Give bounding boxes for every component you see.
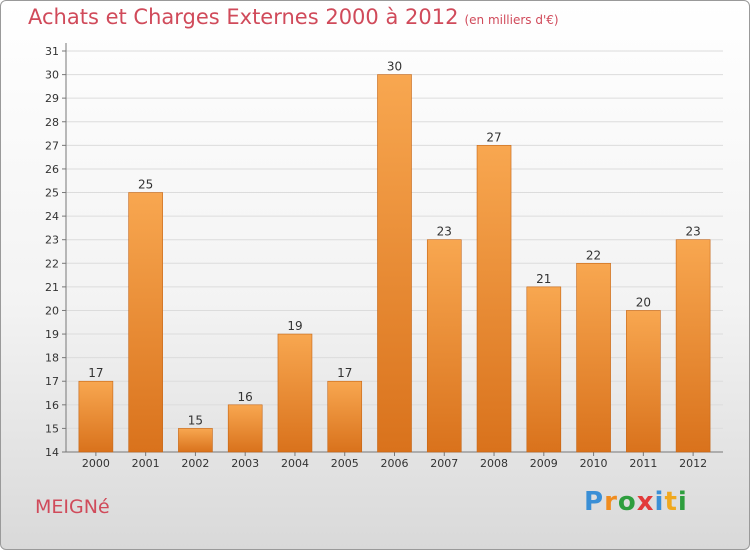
y-tick-label: 22 bbox=[45, 257, 59, 270]
bar-2006 bbox=[377, 74, 412, 453]
data-labels: 17 25 15 16 19 17 30 23 27 21 22 20 23 bbox=[88, 60, 701, 428]
bar-2008 bbox=[476, 145, 512, 453]
bar-2007 bbox=[426, 239, 462, 453]
bar-2012 bbox=[675, 239, 711, 453]
logo-letter: t bbox=[664, 487, 678, 517]
bar-2009 bbox=[526, 286, 562, 453]
logo-letter: i bbox=[654, 487, 665, 517]
y-tick-label: 30 bbox=[45, 69, 59, 82]
logo-letter: r bbox=[604, 487, 618, 517]
data-label-2004: 19 bbox=[287, 319, 302, 333]
x-tick-label-2005: 2005 bbox=[331, 457, 359, 470]
data-label-2001: 25 bbox=[138, 178, 153, 192]
x-tick-labels: 2000 2001 2002 2003 2004 2005 2006 2007 2008 2009… bbox=[82, 457, 707, 470]
data-label-2009: 21 bbox=[536, 272, 551, 286]
unit-label: (en milliers d'€) bbox=[464, 13, 559, 27]
y-tick-label: 25 bbox=[45, 187, 59, 200]
y-tick-label: 18 bbox=[45, 352, 59, 365]
bar-2005 bbox=[327, 380, 363, 453]
y-tick-label: 17 bbox=[45, 375, 59, 388]
bar-2000 bbox=[78, 380, 114, 453]
data-label-2007: 23 bbox=[437, 225, 452, 239]
x-tick-label-2012: 2012 bbox=[679, 457, 707, 470]
x-tick-label-2006: 2006 bbox=[381, 457, 409, 470]
bars bbox=[78, 74, 711, 453]
data-label-2005: 17 bbox=[337, 366, 352, 380]
x-tick-label-2008: 2008 bbox=[480, 457, 508, 470]
y-tick-label: 24 bbox=[45, 210, 59, 223]
logo-letter: x bbox=[636, 487, 655, 517]
bar-2011 bbox=[626, 310, 661, 453]
y-tick-label: 16 bbox=[45, 399, 59, 412]
bar-2002 bbox=[178, 428, 213, 453]
data-label-2000: 17 bbox=[88, 366, 103, 380]
city-name: MEIGNé bbox=[35, 496, 110, 518]
bar-2004 bbox=[277, 333, 313, 453]
y-tick-label: 29 bbox=[45, 92, 59, 105]
y-tick-label: 21 bbox=[45, 281, 59, 294]
bar-chart: 14 15 16 17 18 19 20 21 22 23 24 25 26 27 28 29 30 31 17 2… bbox=[45, 43, 723, 470]
x-tick-label-2004: 2004 bbox=[281, 457, 309, 470]
y-tick-label: 20 bbox=[45, 304, 59, 317]
x-tick-label-2007: 2007 bbox=[430, 457, 458, 470]
chart-title: Achats et Charges Externes 2000 à 2012 (e… bbox=[28, 5, 559, 29]
x-tick-label-2002: 2002 bbox=[181, 457, 209, 470]
bar-2003 bbox=[227, 404, 263, 453]
y-tick-label: 28 bbox=[45, 116, 59, 129]
x-tick-label-2010: 2010 bbox=[580, 457, 608, 470]
y-tick-label: 27 bbox=[45, 139, 59, 152]
bar-2001 bbox=[128, 192, 163, 453]
x-tick-label-2011: 2011 bbox=[629, 457, 657, 470]
y-tick-label: 19 bbox=[45, 328, 59, 341]
x-tick-label-2000: 2000 bbox=[82, 457, 110, 470]
y-tick-label: 26 bbox=[45, 163, 59, 176]
logo-letter: P bbox=[584, 487, 605, 517]
data-label-2012: 23 bbox=[685, 225, 700, 239]
data-label-2003: 16 bbox=[238, 390, 253, 404]
y-tick-label: 15 bbox=[45, 422, 59, 435]
y-tick-label: 14 bbox=[45, 446, 59, 459]
x-tick-label-2009: 2009 bbox=[530, 457, 558, 470]
data-label-2006: 30 bbox=[387, 60, 402, 74]
logo-letter: o bbox=[617, 487, 637, 517]
x-tick-label-2001: 2001 bbox=[132, 457, 160, 470]
proxiti-logo[interactable]: Proxiti bbox=[584, 487, 688, 517]
data-label-2002: 15 bbox=[188, 413, 203, 427]
data-label-2011: 20 bbox=[636, 295, 651, 309]
logo-letter: i bbox=[677, 487, 688, 517]
y-tick-labels: 14 15 16 17 18 19 20 21 22 23 24 25 26 27 28 29 30 31 bbox=[45, 45, 59, 459]
title-text: Achats et Charges Externes 2000 à 2012 bbox=[28, 5, 459, 29]
x-tick-label-2003: 2003 bbox=[231, 457, 259, 470]
data-label-2010: 22 bbox=[586, 248, 601, 262]
y-tick-label: 23 bbox=[45, 234, 59, 247]
y-tick-label: 31 bbox=[45, 45, 59, 58]
data-label-2008: 27 bbox=[486, 130, 501, 144]
bar-2010 bbox=[576, 262, 611, 453]
